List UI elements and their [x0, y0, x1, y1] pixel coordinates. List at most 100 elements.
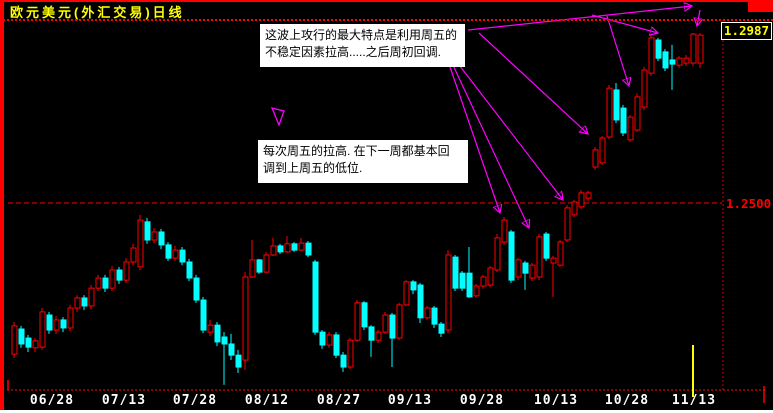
- annotation-arrow: [606, 15, 629, 86]
- candle-body-down: [466, 272, 473, 298]
- candle-body-up: [172, 249, 179, 259]
- candle-body-down: [522, 262, 529, 274]
- candle-body-up: [130, 247, 137, 263]
- price-label-high: 1.2987: [721, 22, 772, 40]
- candle-body-up: [242, 276, 249, 361]
- annotation-arrow: [697, 9, 700, 26]
- candle-body-down: [305, 242, 312, 256]
- candle-body-down: [438, 323, 445, 334]
- candle-body-up: [445, 254, 452, 331]
- candle-body-down: [102, 277, 109, 289]
- candle-body-up: [354, 302, 361, 341]
- candle-body-up: [641, 69, 648, 108]
- candle-body-up: [137, 219, 144, 268]
- candle-body-down: [319, 331, 326, 346]
- candle-body-up: [536, 236, 543, 278]
- candle-body-down: [214, 324, 221, 343]
- candle-body-down: [312, 261, 319, 333]
- x-axis-label: 10/28: [604, 393, 650, 408]
- x-axis-label: 08/12: [244, 393, 290, 408]
- candle-body-up: [578, 192, 585, 208]
- candle-body-up: [648, 37, 655, 74]
- candle-body-down: [361, 302, 368, 328]
- candle-body-down: [46, 314, 53, 331]
- candle-body-up: [487, 267, 494, 286]
- candle-body-up: [697, 34, 704, 64]
- candle-body-down: [116, 269, 123, 281]
- window-border-bottom: [0, 410, 773, 413]
- x-axis-label: 07/28: [172, 393, 218, 408]
- candle-body-up: [375, 331, 382, 341]
- candle-body-up: [298, 242, 305, 251]
- candle-body-down: [60, 319, 67, 329]
- candle-body-down: [158, 231, 165, 246]
- x-axis-label: 09/13: [387, 393, 433, 408]
- candle-body-up: [270, 245, 277, 256]
- candle-body-down: [235, 354, 242, 368]
- candle-body-down: [165, 244, 172, 259]
- candle-body-up: [11, 325, 18, 355]
- candle-body-up: [424, 307, 431, 319]
- candle-body-up: [557, 241, 564, 266]
- candle-body-down: [18, 328, 25, 345]
- candle-body-down: [459, 272, 466, 289]
- candle-body-up: [501, 219, 508, 243]
- annotation-arrow: [448, 63, 500, 213]
- candle-body-down: [256, 259, 263, 273]
- lone-arrowhead-icon: [270, 107, 285, 127]
- annotation-arrow: [478, 32, 588, 134]
- candle-body-down: [25, 337, 32, 348]
- candle-body-down: [669, 59, 676, 65]
- note-line: 调到上周五的低位.: [263, 161, 363, 175]
- candle-body-up: [480, 276, 487, 287]
- candle-body-down: [221, 336, 228, 345]
- candle-body-up: [123, 261, 130, 281]
- candle-body-down: [228, 343, 235, 356]
- candle-body-down: [655, 39, 662, 59]
- candle-body-up: [151, 231, 158, 241]
- candle-body-down: [277, 245, 284, 253]
- candle-body-up: [676, 57, 683, 66]
- candle-body-up: [39, 311, 46, 348]
- candle-body-down: [662, 51, 669, 69]
- candle-body-down: [389, 314, 396, 339]
- window-border-left: [0, 0, 4, 413]
- x-axis-label: 06/28: [29, 393, 75, 408]
- candle-body-up: [382, 314, 389, 333]
- candle-body-up: [403, 281, 410, 306]
- candle-body-up: [634, 96, 641, 131]
- candle-body-up: [529, 264, 536, 279]
- candle-body-down: [291, 243, 298, 251]
- x-axis-label: 09/28: [459, 393, 505, 408]
- candle-body-down: [193, 277, 200, 301]
- x-axis-label: 07/13: [101, 393, 147, 408]
- note-line: 这波上攻行的最大特点是利用周五的: [265, 28, 458, 42]
- annotation-note-pullback: 每次周五的拉高. 在下一周都基本回 调到上周五的低位.: [258, 140, 468, 183]
- note-line: 每次周五的拉高. 在下一周都基本回: [263, 144, 450, 158]
- candle-body-up: [95, 277, 102, 289]
- candle-body-up: [592, 149, 599, 168]
- candle-body-down: [186, 261, 193, 279]
- candle-body-up: [207, 324, 214, 333]
- candle-body-down: [543, 233, 550, 259]
- candle-body-up: [284, 243, 291, 253]
- chart-title: 欧元美元(外汇交易)日线: [10, 5, 185, 20]
- candle-body-up: [550, 257, 557, 264]
- candle-body-up: [53, 319, 60, 331]
- candle-body-up: [606, 87, 613, 138]
- candle-body-up: [571, 201, 578, 216]
- candle-body-up: [109, 269, 116, 289]
- note-line: 不稳定因素拉高.....之后周初回调.: [265, 45, 442, 59]
- candle-body-down: [368, 326, 375, 341]
- x-axis-label: 10/13: [533, 393, 579, 408]
- candle-body-up: [585, 192, 592, 199]
- annotation-arrow: [467, 6, 692, 31]
- candle-body-down: [410, 281, 417, 291]
- candle-body-up: [74, 297, 81, 309]
- candle-body-down: [200, 299, 207, 331]
- candle-body-down: [417, 284, 424, 319]
- candle-body-down: [81, 297, 88, 307]
- candle-body-up: [263, 254, 270, 273]
